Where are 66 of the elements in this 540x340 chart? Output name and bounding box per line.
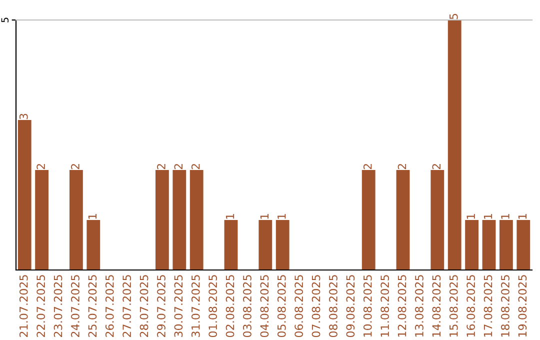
x-tick-label: 28.07.2025: [140, 275, 148, 337]
bar: [362, 170, 376, 270]
data-label: 1: [260, 214, 268, 219]
data-label: 2: [432, 164, 440, 170]
x-tick-label: 03.08.2025: [243, 275, 252, 338]
x-tick-label: 24.07.2025: [71, 275, 80, 337]
data-label: 1: [278, 214, 286, 219]
data-label: 3: [19, 114, 28, 120]
bar: [276, 220, 290, 270]
x-tick-label: 18.08.2025: [501, 275, 510, 337]
x-tick-label: 31.07.2025: [191, 275, 200, 337]
x-tick-label: 25.07.2025: [88, 275, 97, 337]
x-tick-label: 12.08.2025: [398, 275, 406, 337]
bar: [69, 170, 83, 270]
bar: [155, 170, 169, 270]
data-label: 2: [71, 164, 80, 170]
data-label: 1: [501, 214, 510, 219]
data-label: 1: [484, 214, 492, 219]
x-tick-label: 05.08.2025: [277, 275, 286, 338]
x-tick-label: 30.07.2025: [174, 275, 183, 337]
data-label: 1: [518, 214, 526, 219]
x-tick-label: 14.08.2025: [432, 275, 441, 337]
data-label: 2: [157, 164, 166, 170]
x-tick-label: 21.07.2025: [19, 275, 28, 337]
x-tick-label: 07.08.2025: [312, 275, 320, 338]
data-label: 2: [174, 164, 182, 170]
x-tick-label: 11.08.2025: [380, 275, 390, 337]
x-tick-label: 04.08.2025: [260, 275, 269, 338]
bar: [516, 220, 530, 270]
x-tick-label: 01.08.2025: [208, 275, 218, 338]
data-label: 1: [466, 214, 475, 219]
bar: [18, 120, 32, 270]
data-label: 2: [191, 164, 200, 170]
x-tick-label: 10.08.2025: [363, 275, 372, 337]
bar: [224, 220, 238, 270]
bar: [190, 170, 204, 270]
bar: [396, 170, 410, 270]
bar: [258, 220, 272, 270]
data-label: 1: [226, 214, 234, 219]
bar: [465, 220, 479, 270]
bar: [448, 20, 462, 270]
x-tick-label: 17.08.2025: [484, 275, 492, 337]
x-tick-label: 22.07.2025: [36, 275, 46, 337]
x-tick-label: 23.07.2025: [54, 275, 62, 337]
bar: [172, 170, 186, 270]
x-tick-label: 29.07.2025: [157, 275, 166, 337]
x-tick-label: 26.07.2025: [105, 275, 114, 337]
bar: [35, 170, 49, 270]
x-tick-label: 19.08.2025: [518, 275, 527, 337]
bar: [430, 170, 444, 270]
x-tick-label: 08.08.2025: [329, 275, 338, 338]
data-label: 2: [363, 164, 372, 170]
data-label: 2: [398, 164, 406, 170]
x-tick-label: 06.08.2025: [294, 275, 304, 338]
data-label: 2: [36, 164, 45, 170]
x-tick-label: 15.08.2025: [449, 275, 458, 337]
bar: [499, 220, 513, 270]
x-tick-label: 09.08.2025: [346, 275, 355, 338]
x-tick-label: 27.07.2025: [122, 275, 132, 337]
data-label: 5: [450, 14, 458, 20]
x-tick-label: 02.08.2025: [226, 275, 234, 338]
data-label: 1: [88, 214, 96, 219]
x-tick-label: 16.08.2025: [466, 275, 476, 337]
bar: [482, 220, 496, 270]
bar: [86, 220, 100, 270]
x-tick-label: 13.08.2025: [415, 275, 424, 337]
